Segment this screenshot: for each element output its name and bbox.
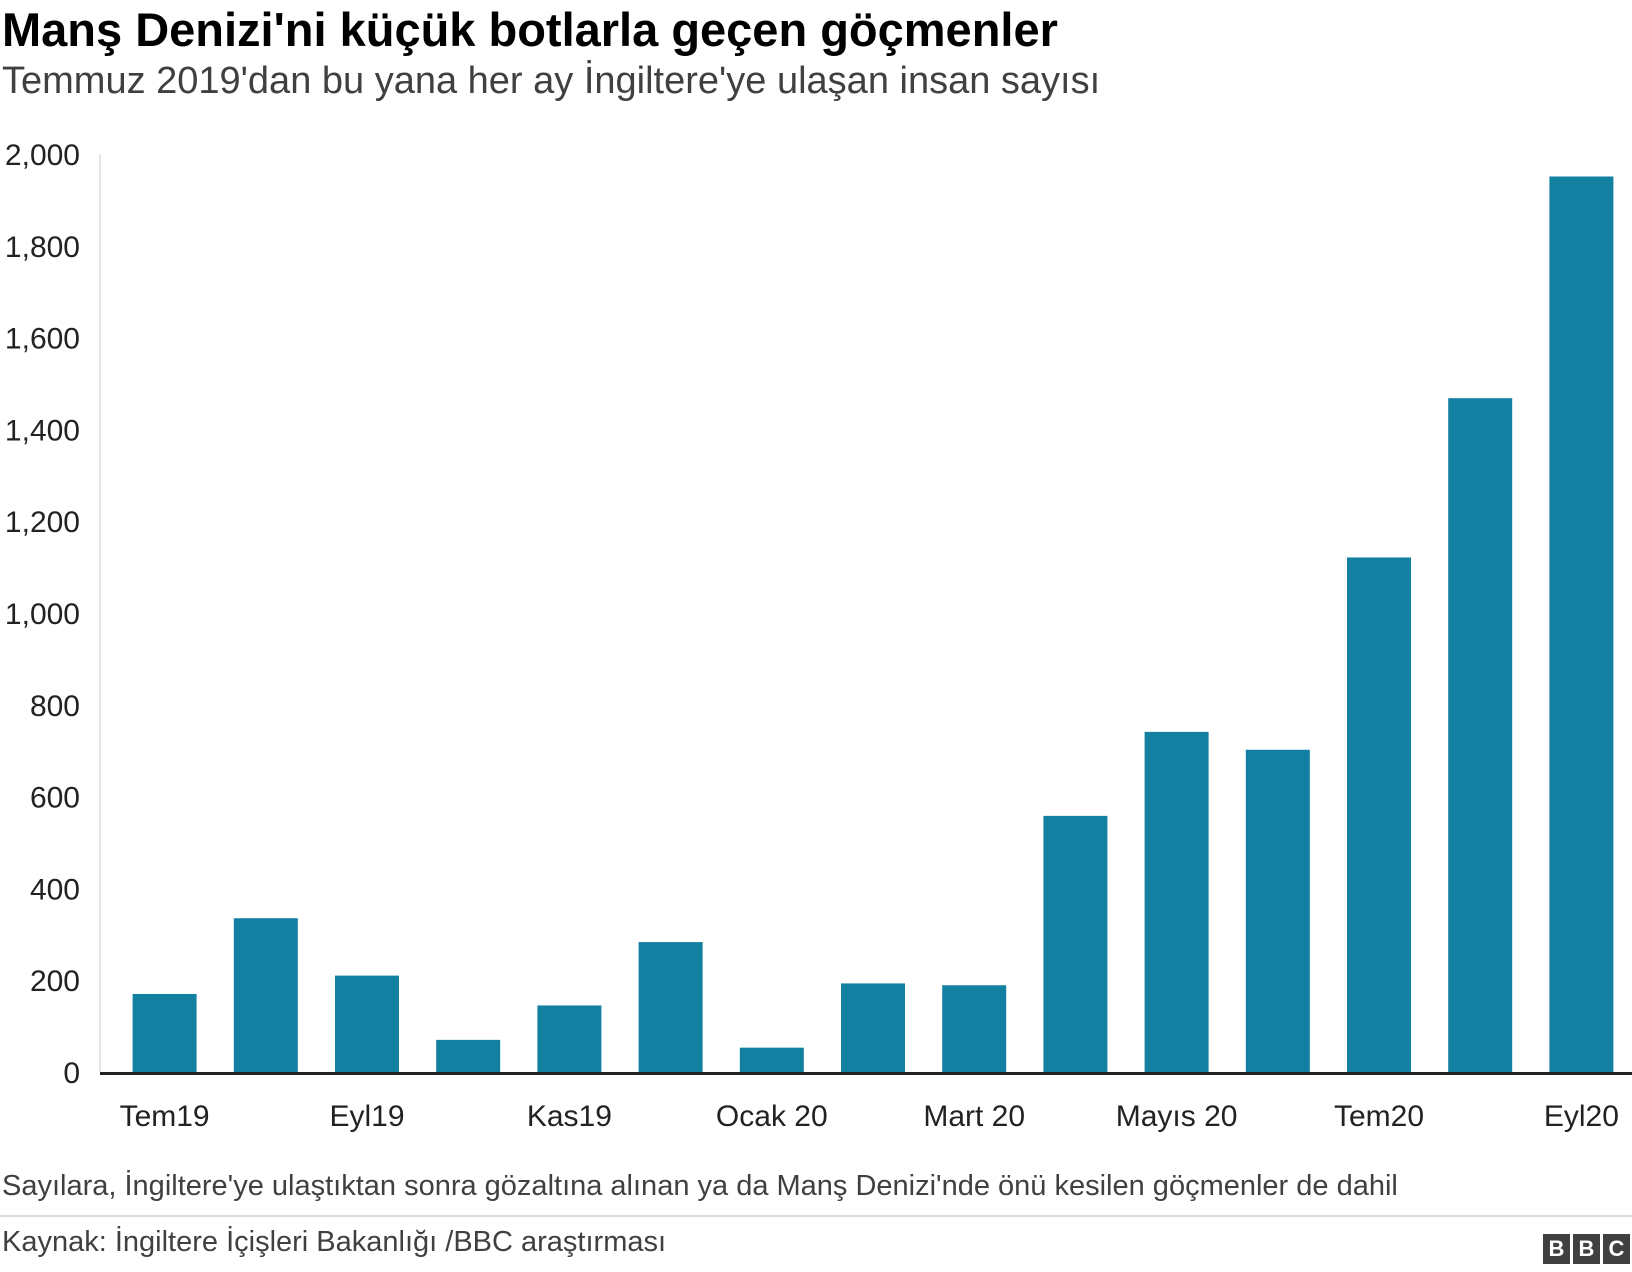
bar bbox=[1448, 398, 1513, 1072]
bbc-logo: B B C bbox=[1543, 1234, 1630, 1264]
bar bbox=[739, 1047, 804, 1072]
bar bbox=[841, 983, 905, 1072]
y-tick-label: 1,600 bbox=[5, 323, 80, 356]
y-tick-label: 800 bbox=[30, 690, 80, 723]
footer-divider bbox=[0, 1215, 1632, 1217]
bar bbox=[942, 985, 1007, 1072]
y-tick-label: 1,200 bbox=[5, 506, 80, 539]
x-tick-label: Tem20 bbox=[1334, 1100, 1424, 1133]
x-tick-label: Mayıs 20 bbox=[1116, 1100, 1238, 1133]
chart-title: Manş Denizi'ni küçük botlarla geçen göçm… bbox=[2, 3, 1058, 56]
y-tick-label: 1,000 bbox=[5, 598, 80, 631]
bar bbox=[132, 993, 197, 1072]
bar bbox=[1144, 731, 1209, 1072]
bar bbox=[1549, 176, 1614, 1073]
x-tick-label: Ocak 20 bbox=[716, 1100, 828, 1133]
x-tick-label: Tem19 bbox=[120, 1100, 210, 1133]
bar bbox=[638, 942, 703, 1072]
y-tick-label: 0 bbox=[63, 1057, 80, 1090]
x-tick-label: Kas19 bbox=[527, 1100, 612, 1133]
logo-letter: C bbox=[1603, 1234, 1630, 1264]
bar bbox=[537, 1005, 602, 1072]
y-tick-label: 1,800 bbox=[5, 231, 80, 264]
x-tick-label: Eyl19 bbox=[329, 1100, 404, 1133]
y-tick-label: 2,000 bbox=[5, 139, 80, 172]
chart-note: Sayılara, İngiltere'ye ulaştıktan sonra … bbox=[2, 1170, 1398, 1202]
bar bbox=[233, 918, 298, 1072]
y-tick-label: 600 bbox=[30, 782, 80, 815]
logo-letter: B bbox=[1573, 1234, 1600, 1264]
x-tick-label: Eyl20 bbox=[1544, 1100, 1619, 1133]
bar-chart: 0 200 400 600 800 1,000 1,200 1,400 1,600 1,800 2,… bbox=[5, 139, 1632, 1133]
y-tick-label: 1,400 bbox=[5, 414, 80, 447]
bar bbox=[1347, 557, 1411, 1072]
source-text: Kaynak: İngiltere İçişleri Bakanlığı /BB… bbox=[2, 1226, 667, 1258]
bar bbox=[436, 1039, 501, 1072]
bar bbox=[1043, 815, 1108, 1072]
y-tick-label: 400 bbox=[30, 873, 80, 906]
bar bbox=[1245, 749, 1310, 1072]
y-tick-label: 200 bbox=[30, 965, 80, 998]
chart-subtitle: Temmuz 2019'dan bu yana her ay İngiltere… bbox=[2, 60, 1101, 102]
bar bbox=[335, 975, 399, 1072]
x-tick-label: Mart 20 bbox=[923, 1100, 1025, 1133]
logo-letter: B bbox=[1543, 1234, 1570, 1264]
